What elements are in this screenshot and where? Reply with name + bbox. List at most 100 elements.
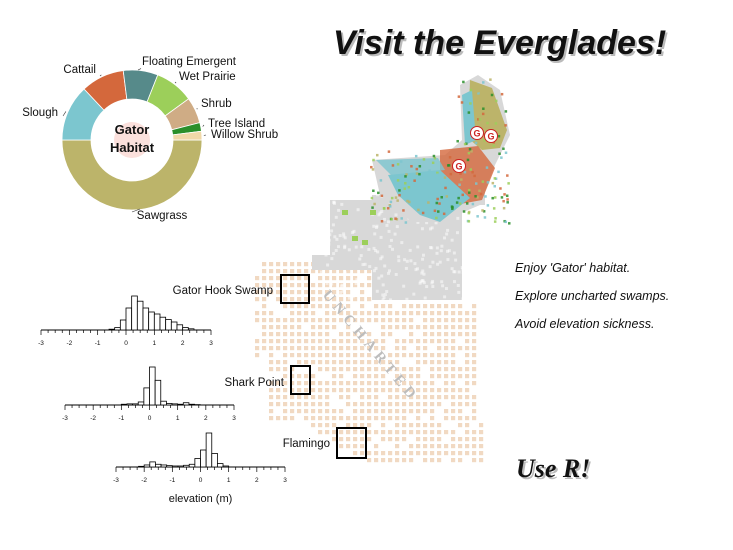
uncharted-dot bbox=[290, 353, 295, 358]
unclassified-speck bbox=[439, 249, 443, 253]
uncharted-dot bbox=[374, 381, 379, 386]
uncharted-dot bbox=[388, 325, 393, 330]
uncharted-dot bbox=[311, 311, 316, 316]
uncharted-dot bbox=[353, 283, 358, 288]
uncharted-dot bbox=[283, 374, 288, 379]
habitat-pixel bbox=[489, 78, 492, 81]
uncharted-dot bbox=[367, 451, 372, 456]
uncharted-dot bbox=[472, 346, 477, 351]
uncharted-dot bbox=[367, 388, 372, 393]
uncharted-dot bbox=[290, 346, 295, 351]
uncharted-dot bbox=[353, 346, 358, 351]
uncharted-dot bbox=[311, 409, 316, 414]
uncharted-dot bbox=[472, 374, 477, 379]
uncharted-dot bbox=[451, 395, 456, 400]
unclassified-speck bbox=[333, 235, 337, 239]
uncharted-dot bbox=[458, 437, 463, 442]
uncharted-dot bbox=[276, 332, 281, 337]
habitat-pixel bbox=[458, 183, 461, 186]
unclassified-speck bbox=[431, 260, 435, 264]
habitat-pixel bbox=[404, 221, 408, 224]
habitat-pixel bbox=[479, 192, 483, 196]
uncharted-dot bbox=[311, 290, 316, 295]
wet-prairie-fleck bbox=[370, 210, 376, 215]
unclassified-speck bbox=[374, 225, 378, 229]
uncharted-dot bbox=[311, 269, 316, 274]
uncharted-dot bbox=[276, 346, 281, 351]
uncharted-dot bbox=[381, 346, 386, 351]
histogram-bar bbox=[132, 403, 139, 406]
uncharted-dot bbox=[465, 353, 470, 358]
habitat-pixel bbox=[467, 211, 471, 215]
histogram-bar bbox=[160, 464, 168, 468]
uncharted-dot bbox=[458, 416, 463, 421]
habitat-pixel bbox=[370, 165, 373, 169]
uncharted-dot bbox=[262, 346, 267, 351]
uncharted-dot bbox=[367, 360, 372, 365]
uncharted-dot bbox=[479, 430, 484, 435]
wet-prairie-fleck bbox=[362, 240, 368, 245]
uncharted-dot bbox=[339, 416, 344, 421]
habitat-pixel bbox=[396, 179, 400, 182]
uncharted-dot bbox=[311, 318, 316, 323]
uncharted-dot bbox=[304, 388, 309, 393]
uncharted-dot bbox=[423, 444, 428, 449]
uncharted-dot bbox=[332, 325, 337, 330]
uncharted-dot bbox=[304, 353, 309, 358]
uncharted-dot bbox=[472, 318, 477, 323]
uncharted-dot bbox=[409, 339, 414, 344]
uncharted-dot bbox=[444, 360, 449, 365]
histogram-tick-label: -3 bbox=[62, 415, 68, 422]
uncharted-dot bbox=[339, 269, 344, 274]
uncharted-dot bbox=[269, 318, 274, 323]
uncharted-dot bbox=[290, 381, 295, 386]
uncharted-dot bbox=[283, 290, 288, 295]
habitat-pixel bbox=[404, 182, 407, 185]
uncharted-dot bbox=[283, 297, 288, 302]
unclassified-speck bbox=[322, 251, 326, 255]
uncharted-dot bbox=[388, 395, 393, 400]
uncharted-dot bbox=[353, 423, 358, 428]
uncharted-dot bbox=[360, 381, 365, 386]
uncharted-dot bbox=[269, 402, 274, 407]
habitat-pixel bbox=[502, 206, 506, 210]
gator-marker-2: G bbox=[452, 159, 466, 173]
uncharted-dot bbox=[346, 444, 351, 449]
uncharted-dot bbox=[360, 360, 365, 365]
uncharted-dot bbox=[423, 437, 428, 442]
habitat-pixel bbox=[382, 207, 386, 210]
uncharted-dot bbox=[297, 346, 302, 351]
uncharted-dot bbox=[444, 318, 449, 323]
unclassified-speck bbox=[351, 295, 355, 299]
unclassified-speck bbox=[326, 210, 330, 214]
uncharted-dot bbox=[437, 437, 442, 442]
uncharted-dot bbox=[353, 269, 358, 274]
uncharted-dot bbox=[423, 409, 428, 414]
unclassified-speck bbox=[332, 200, 336, 204]
uncharted-dot bbox=[297, 318, 302, 323]
uncharted-dot bbox=[409, 451, 414, 456]
unclassified-speck bbox=[394, 213, 398, 217]
uncharted-dot bbox=[395, 360, 400, 365]
unclassified-speck bbox=[385, 223, 389, 227]
uncharted-dot bbox=[423, 458, 428, 463]
habitat-pixel bbox=[505, 194, 509, 198]
uncharted-dot bbox=[402, 437, 407, 442]
uncharted-dot bbox=[304, 269, 309, 274]
uncharted-dot bbox=[416, 444, 421, 449]
uncharted-dot bbox=[353, 353, 358, 358]
uncharted-dot bbox=[444, 311, 449, 316]
unclassified-speck bbox=[324, 244, 328, 248]
habitat-pixel bbox=[413, 179, 416, 182]
histogram-bar bbox=[171, 403, 179, 406]
uncharted-dot bbox=[332, 297, 337, 302]
unclassified-speck bbox=[436, 262, 440, 266]
uncharted-dot bbox=[437, 402, 442, 407]
uncharted-dot bbox=[395, 458, 400, 463]
uncharted-dot bbox=[437, 311, 442, 316]
uncharted-dot bbox=[339, 395, 344, 400]
histogram-flamingo: -3 -2 -1 0 1 2 3 elevation (m) bbox=[113, 432, 287, 505]
uncharted-dot bbox=[297, 402, 302, 407]
uncharted-dot bbox=[332, 304, 337, 309]
unclassified-speck bbox=[422, 272, 426, 276]
